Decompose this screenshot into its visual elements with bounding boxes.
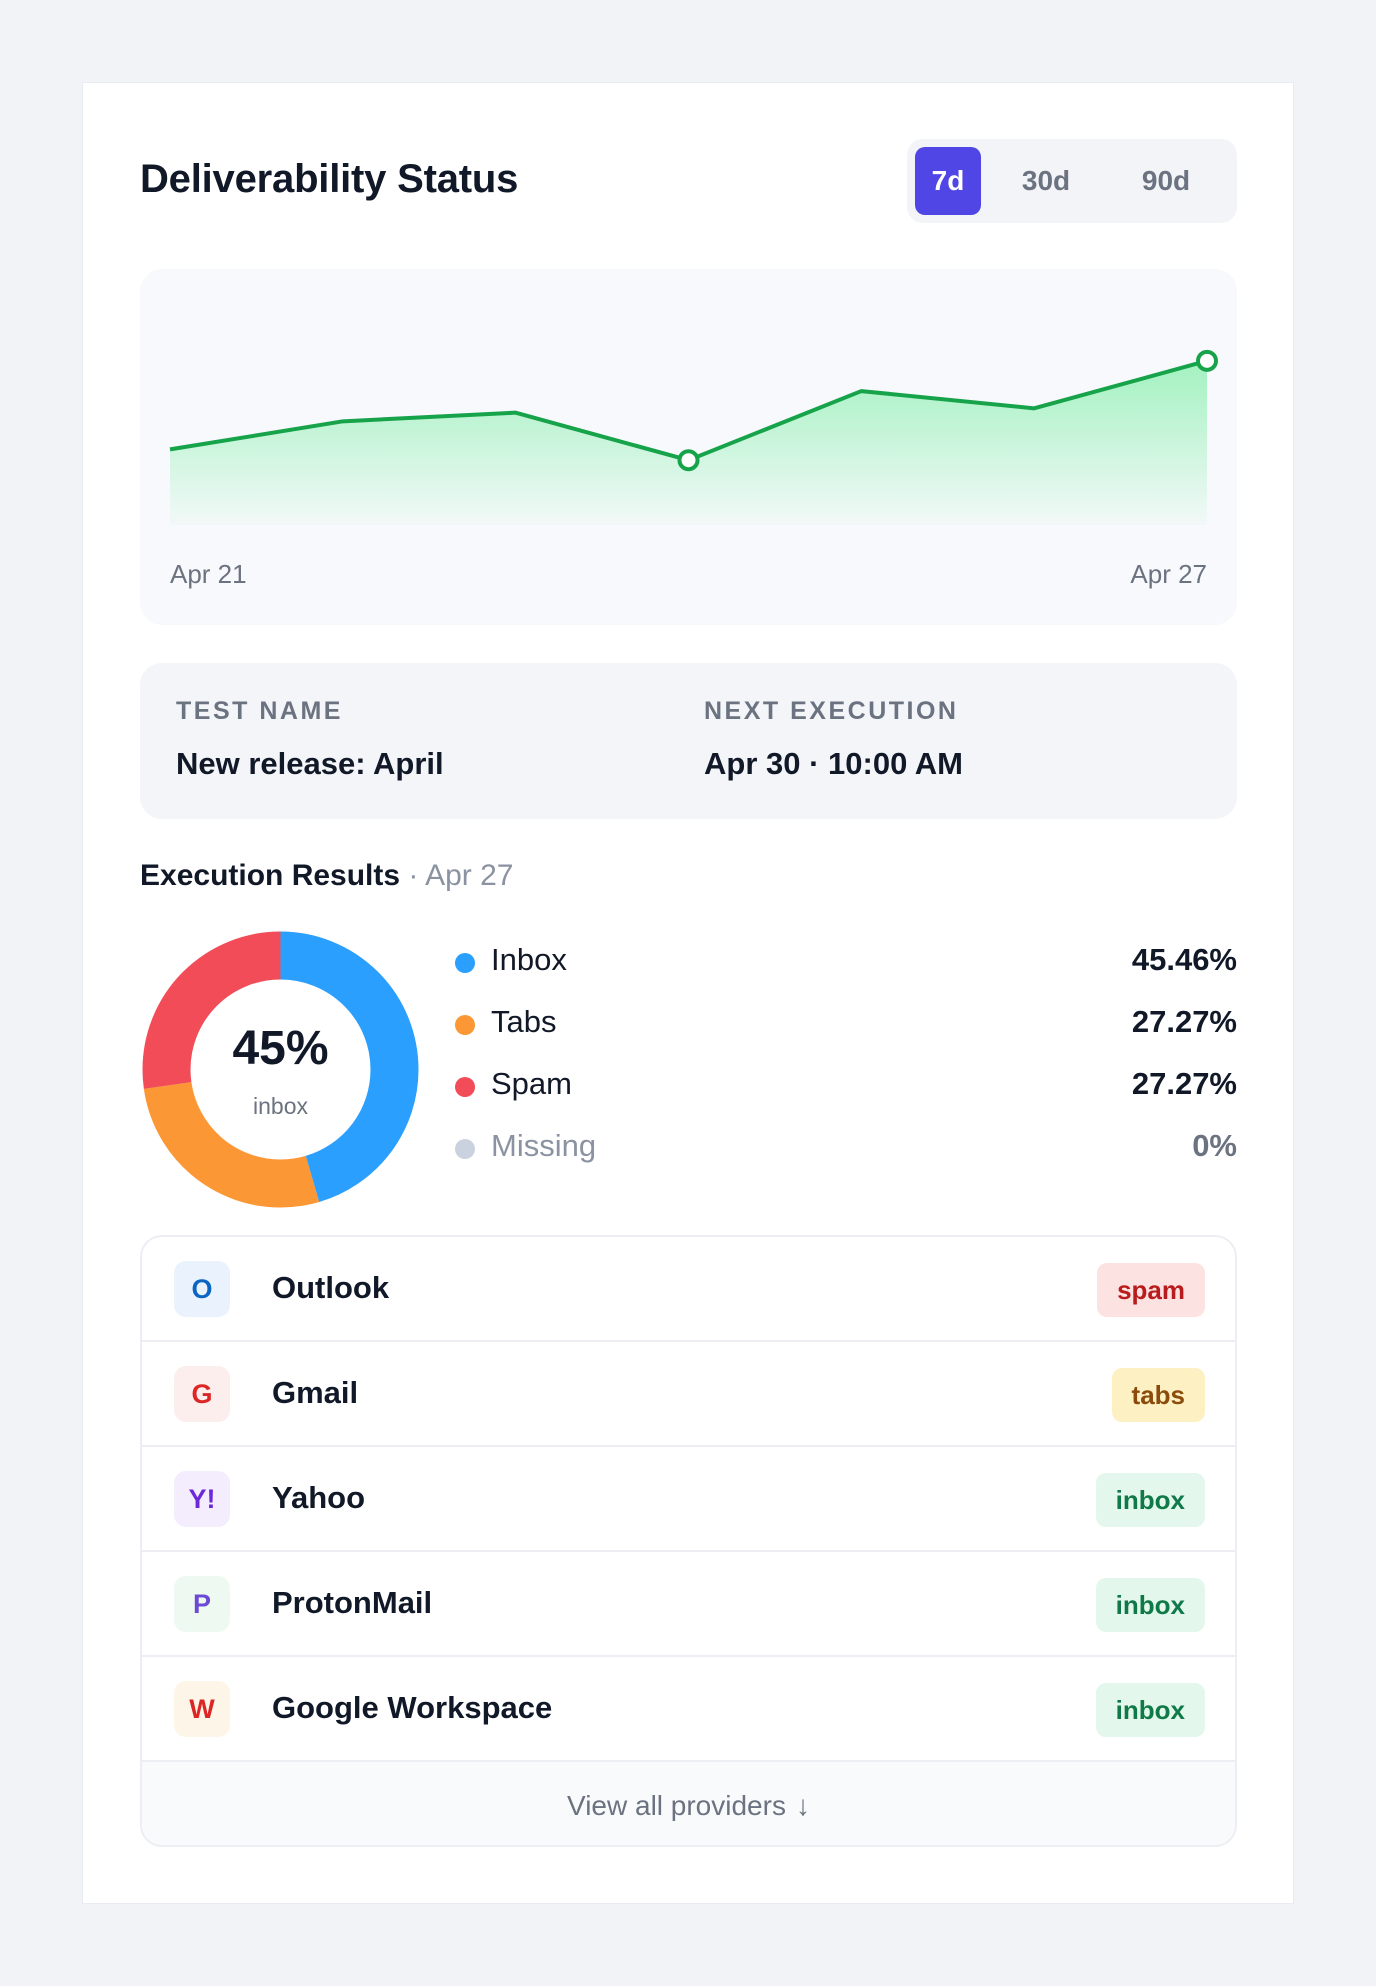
status-badge: inbox — [1095, 1683, 1205, 1737]
range-30d-button[interactable]: 30d — [1021, 165, 1071, 196]
next-execution-label: NEXT EXECUTION — [704, 697, 959, 725]
range-7d-button[interactable]: 7d — [915, 147, 981, 215]
test-info-panel: TEST NAME New release: April NEXT EXECUT… — [140, 663, 1237, 819]
outlook-icon: O — [174, 1261, 230, 1317]
x-tick-label-start: Apr 21 — [170, 559, 247, 589]
range-selector: 7d 30d 90d — [907, 139, 1237, 223]
legend-dot-tabs — [455, 1015, 475, 1035]
provider-row-gmail[interactable]: G Gmail tabs — [142, 1342, 1235, 1447]
page-title: Deliverability Status — [140, 157, 519, 201]
trend-chart: Apr 21 Apr 27 — [140, 269, 1237, 625]
provider-row-protonmail[interactable]: P ProtonMail inbox — [142, 1552, 1235, 1657]
range-90d-button[interactable]: 90d — [1141, 165, 1191, 196]
donut-center-value: 45% — [232, 1022, 329, 1075]
legend-value: 27.27% — [1131, 1066, 1237, 1101]
next-execution-value: Apr 30 · 10:00 AM — [704, 746, 963, 781]
legend-label: Missing — [491, 1128, 597, 1163]
donut-slice-tabs — [142, 931, 419, 1208]
view-all-label: View all providers — [567, 1789, 786, 1821]
legend-label: Tabs — [491, 1004, 557, 1039]
data-point[interactable] — [677, 449, 700, 472]
trend-chart-svg — [169, 349, 1218, 525]
status-badge: inbox — [1095, 1578, 1205, 1632]
status-badge: inbox — [1095, 1473, 1205, 1527]
results-donut-chart — [142, 931, 419, 1208]
card-header: Deliverability Status 7d 30d 90d — [140, 139, 1237, 223]
legend-item-spam: Spam 27.27% — [455, 1057, 1237, 1119]
legend-value: 45.46% — [1131, 942, 1237, 977]
provider-name: Gmail — [272, 1375, 359, 1410]
status-badge: spam — [1097, 1263, 1205, 1317]
deliverability-card: Deliverability Status 7d 30d 90d Apr 21 … — [82, 82, 1294, 1904]
status-badge: tabs — [1111, 1368, 1205, 1422]
legend-dot-missing — [455, 1139, 475, 1159]
provider-row-outlook[interactable]: O Outlook spam — [142, 1237, 1235, 1342]
legend-label: Inbox — [491, 942, 567, 977]
protonmail-icon: P — [174, 1576, 230, 1632]
legend-item-inbox: Inbox 45.46% — [455, 933, 1237, 995]
test-name-block: TEST NAME New release: April — [176, 697, 444, 782]
results-heading: Execution Results · Apr 27 — [140, 859, 513, 893]
arrow-down-icon: ↓ — [795, 1789, 810, 1821]
results-legend: Inbox 45.46% Tabs 27.27% Spam 27.27% Mis… — [455, 933, 1237, 1181]
legend-item-missing: Missing 0% — [455, 1119, 1237, 1181]
google-workspace-icon: W — [174, 1681, 230, 1737]
view-all-providers-button[interactable]: View all providers ↓ — [142, 1762, 1235, 1845]
area-fill — [170, 360, 1207, 525]
next-execution-block: NEXT EXECUTION Apr 30 · 10:00 AM — [704, 697, 963, 782]
provider-name: Yahoo — [272, 1480, 366, 1515]
provider-name: ProtonMail — [272, 1585, 433, 1620]
test-name-value: New release: April — [176, 746, 444, 781]
x-tick-label-end: Apr 27 — [1130, 559, 1207, 589]
donut-slice-spam — [142, 931, 419, 1208]
provider-name: Outlook — [272, 1270, 390, 1305]
results-date: · Apr 27 — [408, 859, 514, 892]
provider-list: O Outlook spam G Gmail tabs Y! Yahoo inb… — [140, 1235, 1237, 1847]
results-title: Execution Results — [140, 859, 401, 892]
provider-name: Google Workspace — [272, 1690, 553, 1725]
legend-dot-inbox — [455, 953, 475, 973]
legend-label: Spam — [491, 1066, 572, 1101]
gmail-icon: G — [174, 1366, 230, 1422]
legend-item-tabs: Tabs 27.27% — [455, 995, 1237, 1057]
provider-row-yahoo[interactable]: Y! Yahoo inbox — [142, 1447, 1235, 1552]
legend-dot-spam — [455, 1077, 475, 1097]
yahoo-icon: Y! — [174, 1471, 230, 1527]
legend-value: 0% — [1192, 1128, 1237, 1163]
donut-center-label: inbox — [253, 1093, 308, 1119]
legend-value: 27.27% — [1131, 1004, 1237, 1039]
donut-center: 45% inbox — [140, 929, 421, 1210]
test-name-label: TEST NAME — [176, 697, 343, 725]
provider-row-google-workspace[interactable]: W Google Workspace inbox — [142, 1657, 1235, 1762]
data-point[interactable] — [1196, 349, 1218, 372]
